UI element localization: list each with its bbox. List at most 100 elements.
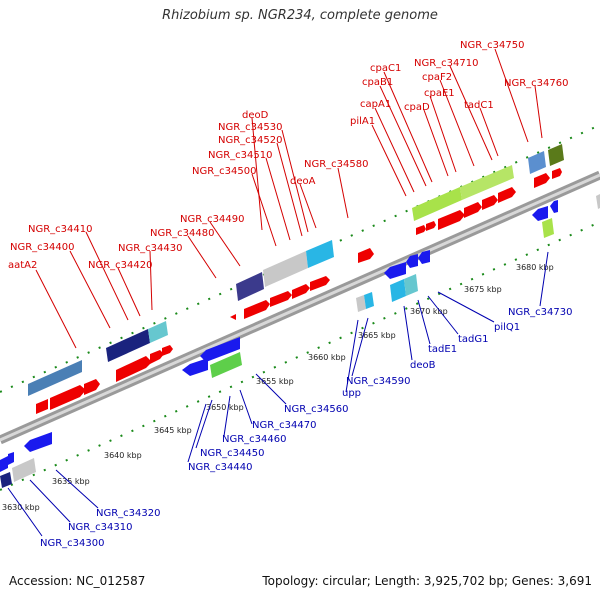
gene-label: NGR_c34590 [346,376,411,387]
feature-box [404,274,418,296]
gene-arrow [230,314,236,320]
gene-label: cpaB1 [362,77,393,88]
tick-track-inner [0,221,600,491]
gene-arrow [532,206,548,221]
gene-arrow [50,385,86,410]
feature-box [0,472,12,488]
gene-label: NGR_c34470 [252,420,317,431]
gene-label: NGR_c34580 [304,159,369,170]
tick-label: 3675 kbp [464,285,502,294]
gene-label: NGR_c34480 [150,228,215,239]
feature-box [106,329,150,362]
gene-arrow [418,250,430,264]
gene-arrow [438,210,465,230]
gene-label: NGR_c34710 [414,58,479,69]
gene-arrow [406,254,418,268]
gene-label: NGR_c34760 [504,78,569,89]
gene-arrow [550,200,558,213]
feature-box [263,251,308,287]
gene-arrow [150,350,164,364]
gene-label: deoA [290,176,316,187]
gene-label: NGR_c34320 [96,508,161,519]
gene-arrow [416,225,426,235]
feature-box [210,352,242,378]
tick-label: 3635 kbp [52,477,90,486]
gene-label: NGR_c34530 [218,122,283,133]
gene-arrow [162,345,173,356]
gene-label: NGR_c34430 [118,243,183,254]
tick-labels: 3630 kbp 3635 kbp 3640 kbp 3645 kbp 3650 kbp… [2,263,554,512]
gene-arrow [310,276,330,291]
gene-label: NGR_c34400 [10,242,75,253]
feature-box [236,272,264,301]
gene-label: NGR_c34750 [460,40,525,51]
feature-box [548,144,564,166]
gene-label: pilA1 [350,116,375,127]
reverse-gene-labels: NGR_c34300 NGR_c34310 NGR_c34320 NGR_c34440… [40,307,573,549]
gene-arrow [116,356,152,382]
feature-box [28,360,82,396]
gene-arrow [534,173,550,188]
gene-label: NGR_c34510 [208,150,273,161]
gene-arrow [358,248,374,263]
reverse-gene-track [0,194,600,488]
gene-arrow [270,291,292,307]
gene-arrow [36,399,48,414]
gene-label: NGR_c34520 [218,135,283,146]
feature-box [596,194,600,209]
tick-label: 3680 kbp [516,263,554,272]
gene-label: tadG1 [458,334,489,345]
feature-box [390,279,406,302]
feature-box [542,218,554,238]
gene-arrow [84,379,100,395]
gene-label: NGR_c34310 [68,522,133,533]
forward-gene-track [28,144,564,414]
gene-arrow [8,452,14,465]
feature-box [412,187,462,221]
gene-label: NGR_c34560 [284,404,349,415]
feature-box [364,292,374,309]
tick-label: 3640 kbp [104,451,142,460]
gene-label: tadC1 [464,100,494,111]
gene-arrow [482,195,498,210]
reverse-label-connectors [7,251,549,537]
tick-track-outer [0,124,600,393]
gene-arrow [182,358,208,376]
gene-label: deoD [242,110,269,121]
gene-arrow [552,168,562,179]
gene-label: NGR_c34410 [28,224,93,235]
gene-label: cpaC1 [370,63,401,74]
gene-arrow [426,221,436,231]
tick-label: 3660 kbp [308,353,346,362]
gene-label: upp [342,388,361,399]
tick-label: 3670 kbp [410,307,448,316]
gene-arrow [0,456,8,472]
gene-label: cpaD [404,102,430,113]
gene-label: aatA2 [8,260,37,271]
gene-label: capA1 [360,99,391,110]
gene-arrow [200,337,240,362]
gene-arrow [292,284,310,299]
accession-text: Accession: NC_012587 [9,574,146,588]
tick-label: 3665 kbp [358,331,396,340]
gene-label: NGR_c34460 [222,434,287,445]
tick-label: 3645 kbp [154,426,192,435]
forward-label-connectors [35,48,543,349]
gene-label: pilQ1 [494,322,520,333]
gene-arrow [498,187,516,203]
gene-arrow [244,300,270,319]
genome-backbone [0,170,600,445]
gene-label: cpaF2 [422,72,452,83]
gene-label: cpaE1 [424,88,455,99]
gene-arrow [464,202,482,218]
feature-box [148,321,168,343]
gene-arrow [24,432,52,452]
gene-arrow [384,262,406,279]
tick-label: 3650 kbp [206,403,244,412]
tick-label: 3630 kbp [2,503,40,512]
forward-gene-labels: aatA2 NGR_c34400 NGR_c34410 NGR_c34420 NGR_c… [8,40,569,271]
gene-label: NGR_c34300 [40,538,105,549]
gene-label: NGR_c34730 [508,307,573,318]
gene-label: NGR_c34490 [180,214,245,225]
